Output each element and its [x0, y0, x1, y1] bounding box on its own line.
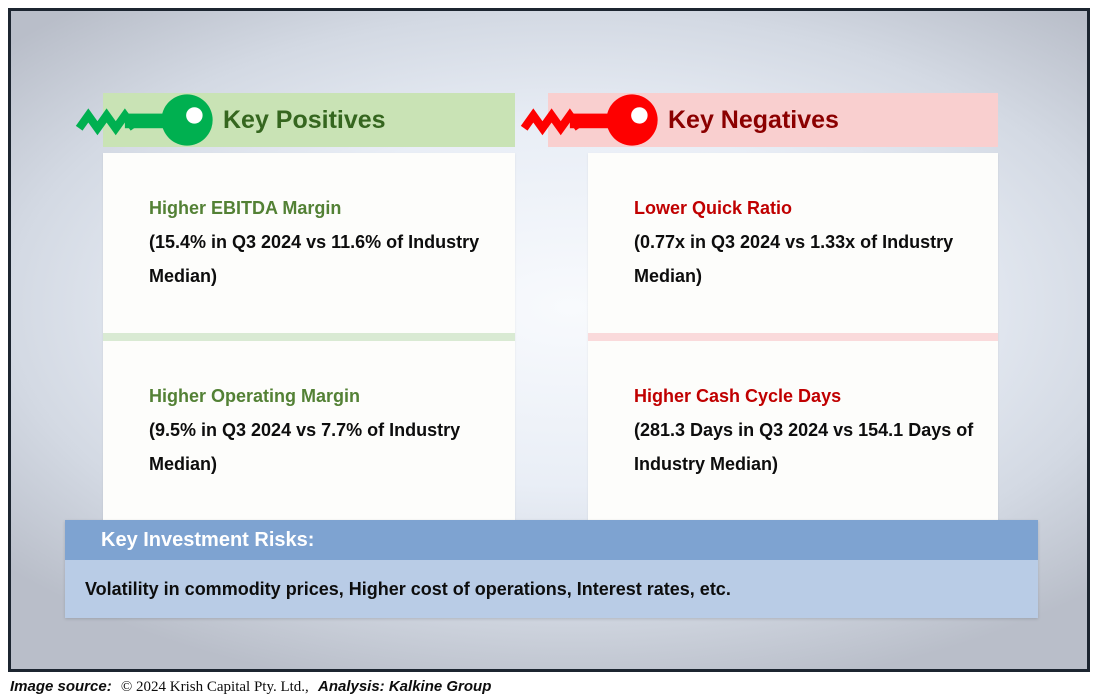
copyright-text: © 2024 Krish Capital Pty. Ltd.,: [120, 679, 309, 695]
positive-item-detail: (9.5% in Q3 2024 vs 7.7% of Industry Med…: [149, 420, 461, 474]
red-key-icon: [520, 94, 658, 146]
negative-item: Lower Quick Ratio (0.77x in Q3 2024 vs 1…: [588, 153, 998, 333]
negative-item-detail: (281.3 Days in Q3 2024 vs 154.1 Days of …: [634, 420, 974, 474]
key-negatives-section: Key Negatives Lower Quick Ratio (0.77x i…: [520, 93, 998, 521]
negative-item: Higher Cash Cycle Days (281.3 Days in Q3…: [588, 341, 998, 521]
key-negatives-title: Key Negatives: [668, 105, 839, 134]
key-negatives-header: Key Negatives: [520, 93, 998, 147]
image-source-label: Image source:: [10, 678, 112, 695]
key-negatives-card: Lower Quick Ratio (0.77x in Q3 2024 vs 1…: [588, 153, 998, 521]
analysis-credit: Analysis: Kalkine Group: [317, 678, 492, 695]
negative-item-detail: (0.77x in Q3 2024 vs 1.33x of Industry M…: [634, 232, 954, 286]
positive-item-heading: Higher EBITDA Margin: [149, 198, 342, 218]
risks-title: Key Investment Risks:: [65, 520, 1038, 560]
red-divider: [588, 333, 998, 341]
key-positives-section: Key Positives Higher EBITDA Margin (15.4…: [75, 93, 515, 521]
positive-item-heading: Higher Operating Margin: [149, 386, 361, 406]
negative-item-heading: Higher Cash Cycle Days: [634, 386, 842, 406]
positive-item: Higher Operating Margin (9.5% in Q3 2024…: [103, 341, 515, 521]
positive-item-detail: (15.4% in Q3 2024 vs 11.6% of Industry M…: [149, 232, 480, 286]
key-positives-card: Higher EBITDA Margin (15.4% in Q3 2024 v…: [103, 153, 515, 521]
key-positives-title: Key Positives: [223, 105, 386, 134]
negative-item-heading: Lower Quick Ratio: [634, 198, 793, 218]
green-key-icon: [75, 94, 213, 146]
key-investment-risks-band: Key Investment Risks: Volatility in comm…: [65, 520, 1038, 618]
green-divider: [103, 333, 515, 341]
key-positives-header: Key Positives: [75, 93, 515, 147]
risks-text: Volatility in commodity prices, Higher c…: [65, 560, 1038, 618]
positive-item: Higher EBITDA Margin (15.4% in Q3 2024 v…: [103, 153, 515, 333]
infographic-frame: Key Positives Higher EBITDA Margin (15.4…: [8, 8, 1090, 672]
attribution-footer: Image source: © 2024 Krish Capital Pty. …: [10, 678, 491, 696]
